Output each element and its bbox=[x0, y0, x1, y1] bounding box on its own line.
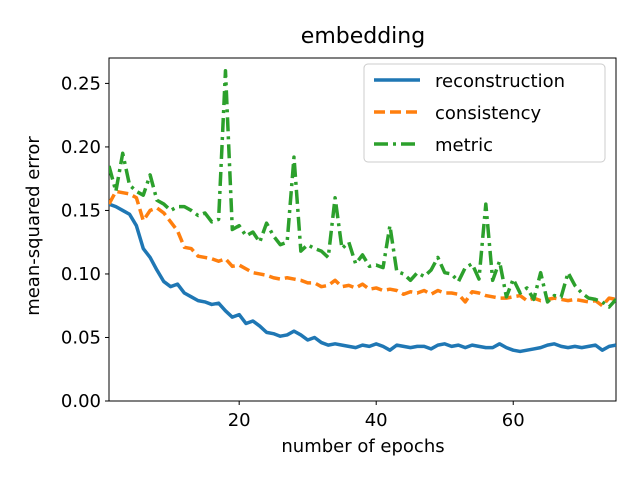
y-tick-label: 0.20 bbox=[61, 137, 101, 158]
legend-label-consistency: consistency bbox=[435, 103, 542, 124]
series-layer bbox=[109, 68, 616, 354]
y-tick-label: 0.05 bbox=[61, 327, 101, 348]
series-line-reconstruction bbox=[109, 202, 616, 354]
y-tick-label: 0.15 bbox=[61, 200, 101, 221]
legend: reconstruction consistency metric bbox=[363, 63, 606, 163]
chart-title: embedding bbox=[301, 24, 425, 49]
y-axis-label: mean-squared error bbox=[23, 136, 44, 316]
legend-label-reconstruction: reconstruction bbox=[435, 71, 565, 92]
legend-label-metric: metric bbox=[435, 135, 493, 156]
x-axis-label: number of epochs bbox=[281, 436, 444, 457]
x-tick-label: 40 bbox=[365, 410, 388, 431]
x-tick-label: 60 bbox=[502, 410, 525, 431]
x-tick-label: 20 bbox=[228, 410, 251, 431]
series-line-metric bbox=[109, 68, 616, 309]
y-tick-label: 0.25 bbox=[61, 73, 101, 94]
legend-box bbox=[363, 63, 606, 163]
plot-frame bbox=[108, 57, 617, 402]
y-tick-label: 0.10 bbox=[61, 264, 101, 285]
y-tick-label: 0.00 bbox=[61, 391, 101, 412]
axes: 20 40 60 0.00 0.05 0.10 0.15 0.20 0.25 bbox=[61, 57, 617, 431]
